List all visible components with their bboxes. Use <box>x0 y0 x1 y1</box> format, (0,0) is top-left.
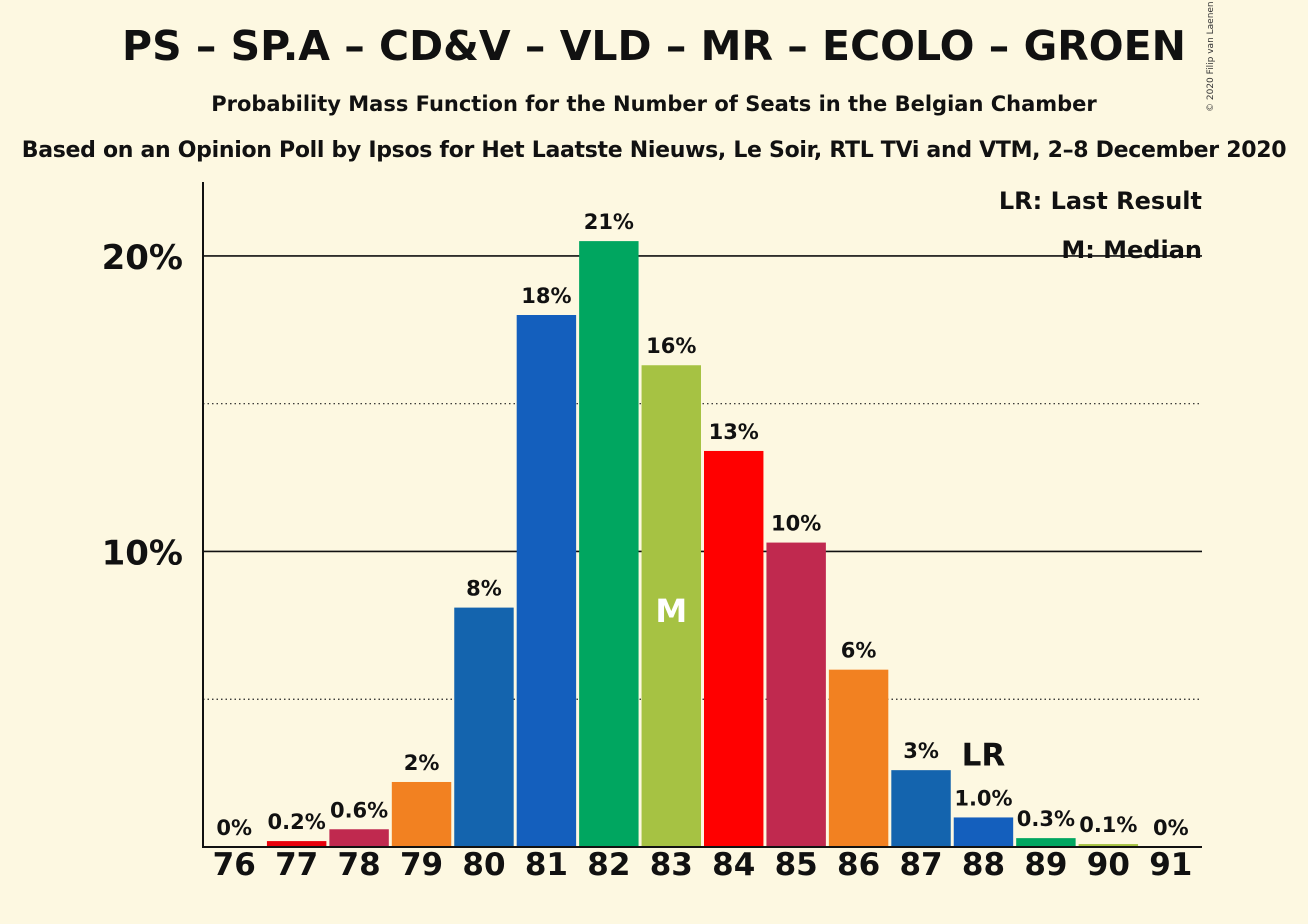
x-tick-label-91: 91 <box>1149 847 1192 883</box>
y-tick-label: 10% <box>102 533 183 573</box>
x-tick-label-80: 80 <box>462 847 505 883</box>
data-label-82: 21% <box>584 210 634 234</box>
legend-median: M: Median <box>1061 236 1202 264</box>
bar-79 <box>391 781 452 847</box>
x-tick-label-76: 76 <box>213 847 256 883</box>
bar-78 <box>329 829 389 847</box>
bar-77 <box>266 841 327 847</box>
axes: 10% 20% 76 77 78 79 80 81 82 83 84 85 86 87 88 89 90 91 <box>102 182 1202 883</box>
bar-86 <box>828 669 889 847</box>
legend-last-result: LR: Last Result <box>999 187 1202 215</box>
data-label-80: 8% <box>466 577 502 601</box>
bars: 0% 0.2% 0.6% 2% 8% 18% 21% 16% M 13% 10% 6% 3% 1.0% LR… <box>216 210 1189 848</box>
bar-88 <box>953 817 1014 847</box>
bar-83 <box>641 365 701 847</box>
bar-81 <box>516 315 577 847</box>
x-tick-label-78: 78 <box>338 847 381 883</box>
gridlines <box>203 255 1202 700</box>
x-tick-label-77: 77 <box>275 847 318 883</box>
x-tick-label-81: 81 <box>525 847 568 883</box>
data-label-90: 0.1% <box>1079 813 1137 837</box>
x-tick-label-88: 88 <box>962 847 1005 883</box>
x-tick-label-89: 89 <box>1024 847 1067 883</box>
x-tick-label-83: 83 <box>650 847 693 883</box>
data-label-76: 0% <box>216 816 252 840</box>
data-label-84: 13% <box>709 420 759 444</box>
data-label-78: 0.6% <box>330 798 388 822</box>
data-label-83: 16% <box>646 334 696 358</box>
data-label-77: 0.2% <box>268 810 326 834</box>
x-tick-label-84: 84 <box>712 847 755 883</box>
data-label-81: 18% <box>521 284 571 308</box>
bar-82 <box>579 241 639 848</box>
chart-subtitle: Probability Mass Function for the Number… <box>211 92 1097 116</box>
bar-87 <box>891 770 951 847</box>
data-label-87: 3% <box>903 739 939 763</box>
data-label-91: 0% <box>1153 816 1189 840</box>
data-label-79: 2% <box>404 751 440 775</box>
bar-84 <box>704 450 764 847</box>
data-label-85: 10% <box>771 512 821 536</box>
data-label-88: 1.0% <box>954 786 1012 810</box>
bar-90 <box>1078 844 1139 847</box>
x-tick-label-85: 85 <box>775 847 818 883</box>
bar-89 <box>1016 838 1076 847</box>
y-tick-label: 20% <box>102 238 183 278</box>
median-marker: M <box>655 592 687 630</box>
x-tick-label-87: 87 <box>899 847 942 883</box>
x-tick-label-90: 90 <box>1087 847 1130 883</box>
x-tick-label-82: 82 <box>587 847 630 883</box>
last-result-marker: LR <box>962 737 1006 773</box>
x-tick-label-79: 79 <box>400 847 443 883</box>
x-tick-label-86: 86 <box>837 847 880 883</box>
data-label-89: 0.3% <box>1017 807 1075 831</box>
chart-source: Based on an Opinion Poll by Ipsos for He… <box>21 138 1287 163</box>
bar-85 <box>766 542 826 847</box>
bar-80 <box>454 607 514 847</box>
data-label-86: 6% <box>841 639 877 663</box>
chart-title: PS – SP.A – CD&V – VLD – MR – ECOLO – GR… <box>122 22 1186 70</box>
